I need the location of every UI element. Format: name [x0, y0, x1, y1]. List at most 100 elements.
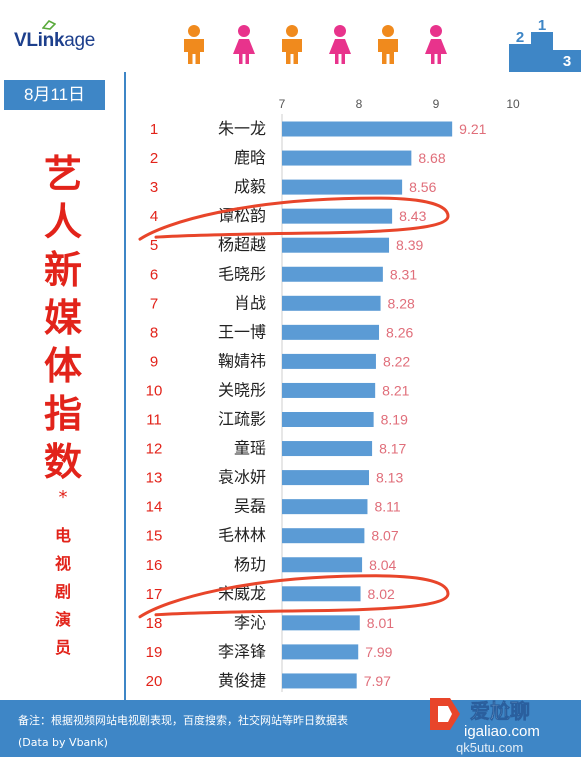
bar — [282, 266, 383, 282]
value-label: 8.56 — [409, 179, 436, 195]
value-label: 8.28 — [388, 295, 415, 311]
bar — [282, 412, 374, 427]
bar — [282, 382, 376, 398]
podium-label-2: 2 — [516, 29, 524, 46]
rank-label: 13 — [146, 470, 163, 487]
header: VLinkage 2 1 3 — [0, 0, 581, 72]
category-label: 朱一龙 — [218, 119, 266, 138]
site-watermark: 爱尬聊 igaliao.com qk5utu.com — [430, 698, 540, 755]
value-label: 8.19 — [381, 412, 408, 428]
rank-label: 8 — [150, 324, 158, 341]
bar — [282, 121, 453, 137]
bar — [282, 441, 373, 457]
value-label: 8.43 — [399, 208, 426, 224]
title-char: 体 — [43, 344, 82, 388]
title-char: 数 — [43, 440, 82, 484]
rank-label: 12 — [146, 441, 163, 458]
category-label: 李泽锋 — [218, 642, 266, 661]
logo-leaf-icon — [42, 20, 56, 30]
rank-label: 17 — [146, 586, 163, 603]
title-char: 人 — [43, 200, 82, 244]
bar — [282, 237, 390, 253]
subtitle-char: 视 — [54, 554, 71, 573]
podium-label-1: 1 — [538, 17, 546, 34]
value-label: 9.21 — [459, 121, 486, 137]
category-label: 关晓彤 — [218, 380, 266, 399]
category-label: 肖战 — [234, 293, 266, 312]
value-label: 8.13 — [376, 470, 403, 486]
category-label: 江疏影 — [218, 410, 266, 429]
vertical-title: 艺人新媒体指数 — [38, 150, 88, 486]
podium-label-3: 3 — [563, 53, 571, 70]
x-tick-label: 7 — [279, 97, 286, 111]
rank-label: 11 — [146, 412, 162, 429]
rank-label: 10 — [146, 382, 163, 399]
value-label: 8.31 — [390, 266, 417, 282]
category-label: 黄俊捷 — [218, 671, 266, 690]
rank-label: 9 — [150, 353, 158, 370]
vlinkage-logo: VLinkage — [14, 30, 96, 51]
value-label: 8.01 — [367, 615, 394, 631]
bar — [282, 499, 368, 515]
bar — [282, 150, 412, 166]
watermark-brand: 爱尬聊 — [470, 699, 530, 723]
value-label: 8.07 — [371, 528, 398, 544]
rank-label: 15 — [146, 528, 163, 545]
bar — [282, 208, 393, 224]
rank-label: 2 — [150, 150, 158, 167]
rank-label: 16 — [146, 557, 163, 574]
male-person-icon — [282, 25, 302, 64]
watermark-secondary: qk5utu.com — [456, 740, 523, 755]
category-label: 童瑶 — [234, 439, 266, 458]
bar — [282, 615, 360, 631]
category-label: 杨玏 — [234, 555, 266, 574]
podium-icon: 2 1 3 — [509, 17, 581, 72]
rank-label: 6 — [150, 266, 158, 283]
footer-note: 备注：根据视频网站电视剧表现，百度搜索，社交网站等昨日数据表 — [18, 714, 348, 727]
rank-label: 5 — [150, 237, 158, 254]
category-label: 鞠婧祎 — [218, 351, 266, 370]
rank-label: 7 — [150, 295, 158, 312]
female-person-icon — [329, 25, 351, 64]
value-label: 8.21 — [382, 382, 409, 398]
subtitle-char: 员 — [54, 638, 71, 657]
bar — [282, 586, 361, 602]
rank-label: 4 — [150, 208, 158, 225]
category-label: 毛晓彤 — [218, 264, 266, 283]
category-label: 李沁 — [234, 613, 266, 632]
rank-label: 20 — [146, 673, 163, 690]
x-tick-label: 8 — [356, 97, 363, 111]
x-tick-label: 9 — [433, 97, 440, 111]
subtitle-char: 电 — [54, 526, 71, 545]
panel-divider — [124, 72, 126, 700]
category-label: 鹿晗 — [234, 148, 266, 167]
subtitle-char: 演 — [54, 610, 71, 629]
value-label: 8.26 — [386, 324, 413, 340]
value-label: 7.97 — [364, 673, 391, 689]
male-person-icon — [378, 25, 398, 64]
watermark-url: igaliao.com — [464, 723, 540, 740]
female-person-icon — [233, 25, 255, 64]
title-asterisk: * — [58, 487, 68, 508]
rank-label: 19 — [146, 644, 163, 661]
bar — [282, 179, 403, 195]
title-char: 指 — [43, 392, 82, 436]
value-label: 7.99 — [365, 644, 392, 660]
bar — [282, 353, 376, 369]
category-label: 毛林林 — [218, 526, 266, 545]
rank-label: 18 — [146, 615, 163, 632]
highlight-oval — [138, 574, 450, 619]
category-label: 吴磊 — [234, 497, 266, 516]
title-char: 媒 — [43, 296, 82, 340]
footer-credit: (Data by Vbank) — [18, 736, 108, 749]
bar — [282, 470, 370, 486]
value-label: 8.11 — [374, 499, 400, 515]
rank-label: 14 — [146, 499, 163, 516]
value-label: 8.39 — [396, 237, 423, 253]
highlight-oval — [138, 196, 450, 241]
value-label: 8.17 — [379, 441, 406, 457]
subtitle-char: 剧 — [54, 582, 71, 601]
left-panel — [0, 72, 126, 700]
title-char: 艺 — [43, 152, 82, 196]
title-char: 新 — [43, 248, 82, 292]
